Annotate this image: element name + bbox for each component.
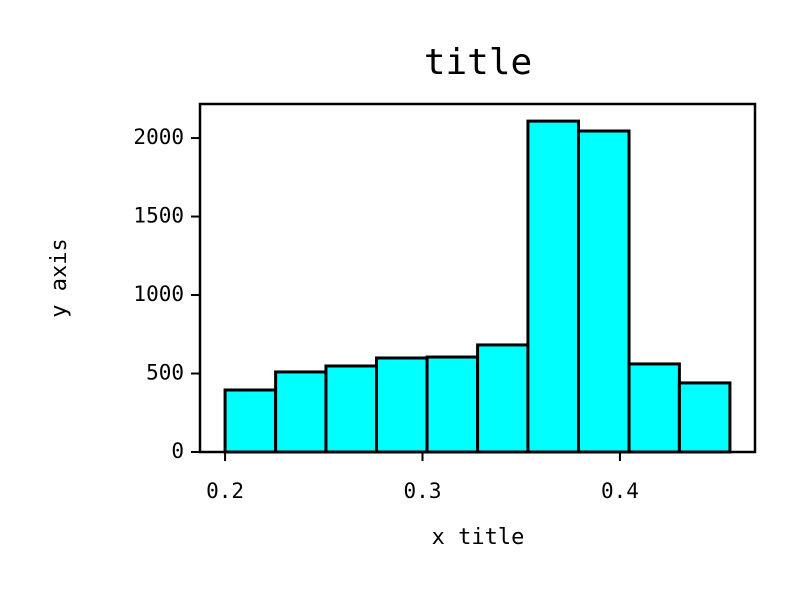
bar <box>223 388 278 454</box>
bar <box>324 364 379 454</box>
y-tick-label: 2000 <box>133 125 184 149</box>
y-tick-label: 1000 <box>133 282 184 306</box>
x-tick-label: 0.2 <box>206 479 244 503</box>
bar <box>476 343 530 454</box>
y-tick-label: 1500 <box>133 204 184 228</box>
y-tick-label: 0 <box>171 439 184 463</box>
bar <box>627 362 681 454</box>
x-axis-label: x title <box>432 525 525 550</box>
x-tick-label: 0.3 <box>404 479 442 503</box>
bar <box>375 356 429 454</box>
y-tick-label: 500 <box>146 361 184 385</box>
y-axis-label: y axis <box>47 238 72 317</box>
bar <box>526 119 580 454</box>
bar <box>425 355 480 454</box>
plot-frame <box>198 102 757 454</box>
chart-title: title <box>424 42 532 83</box>
bar <box>677 381 732 454</box>
x-tick-label: 0.4 <box>601 479 639 503</box>
bar <box>274 370 328 454</box>
bar <box>576 129 631 454</box>
